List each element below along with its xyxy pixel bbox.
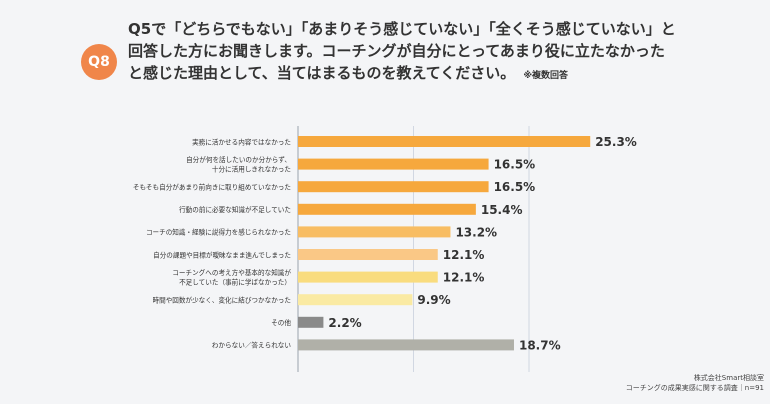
value-label: 9.9% (417, 293, 450, 307)
question-line: Q5で「どちらでもない」「あまりそう感じていない」「全くそう感じていない」と (128, 20, 676, 38)
value-label: 16.5% (494, 180, 536, 194)
value-label: 25.3% (595, 135, 637, 149)
bar (298, 136, 591, 147)
category-label: 不足していた（事前に学ばなかった） (179, 278, 291, 287)
value-label: 16.5% (494, 158, 536, 172)
category-label: 十分に活用しきれなかった (212, 165, 291, 174)
question-line: 回答した方にお聞きします。コーチングが自分にとってあまり役に立たなかった (128, 42, 665, 60)
value-label: 15.4% (481, 203, 523, 217)
question-badge: Q8 (81, 44, 117, 80)
question-text: Q5で「どちらでもない」「あまりそう感じていない」「全くそう感じていない」と 回… (128, 18, 748, 87)
value-label: 18.7% (519, 338, 561, 352)
category-label: そもそも自分があまり前向きに取り組めていなかった (133, 183, 291, 192)
bar (298, 294, 413, 306)
category-label: その他 (271, 318, 291, 327)
question-line: と感じた理由として、当てはまるものを教えてください。 ※複数回答 (128, 64, 569, 82)
category-label: 自分の課題や目標が曖昧なまま進んでしまった (153, 250, 291, 259)
source-survey: コーチングの成果実感に関する調査｜n=91 (625, 384, 764, 392)
bar (298, 203, 476, 215)
multiple-answer-note: ※複数回答 (523, 71, 569, 81)
category-label: 時間や回数が少なく、変化に結びつかなかった (153, 296, 291, 305)
bar (298, 316, 324, 328)
bar (298, 249, 438, 260)
source-credit: 株式会社Smart相談室 コーチングの成果実感に関する調査｜n=91 (626, 373, 764, 393)
category-label: 自分が何を話したいのか分からず、 (186, 155, 291, 164)
bar (298, 158, 489, 170)
category-label: コーチの知識・経験に説得力を感じられなかった (146, 228, 291, 237)
category-label: 行動の前に必要な知識が不足していた (179, 205, 291, 214)
value-label: 12.1% (443, 248, 485, 262)
source-company: 株式会社Smart相談室 (693, 374, 764, 382)
bar (298, 226, 451, 238)
bar (298, 339, 514, 351)
category-label: 実務に活かせる内容ではなかった (192, 137, 291, 146)
bar (298, 181, 489, 193)
category-label: コーチングへの考え方や基本的な知識が (172, 268, 291, 277)
bar (298, 271, 438, 283)
value-label: 12.1% (443, 271, 485, 285)
value-label: 13.2% (455, 225, 497, 239)
category-label: わからない／答えられない (212, 341, 292, 350)
value-label: 2.2% (328, 316, 361, 330)
